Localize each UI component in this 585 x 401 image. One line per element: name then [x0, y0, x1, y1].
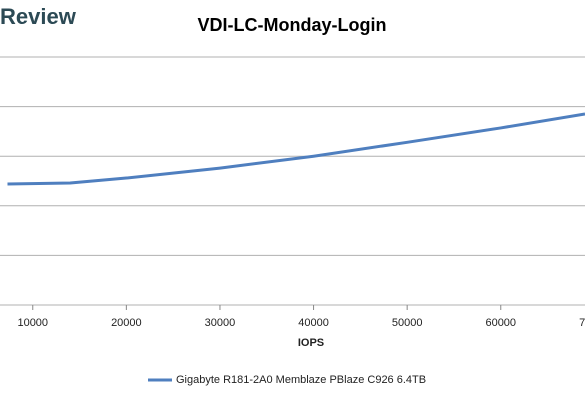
data-line	[7, 112, 585, 186]
x-tick-label: 60000	[485, 317, 516, 329]
x-tick-label: 70000	[579, 317, 585, 329]
x-axis-label: IOPS	[298, 337, 324, 349]
x-tick-label: 10000	[17, 317, 48, 329]
x-tick-label: 20000	[111, 317, 142, 329]
x-tick-label: 50000	[392, 317, 423, 329]
x-tick-label: 40000	[298, 317, 329, 329]
chart-title: VDI-LC-Monday-Login	[198, 15, 387, 35]
logo: Review	[0, 4, 77, 29]
legend-label: Gigabyte R181-2A0 Memblaze PBlaze C926 6…	[176, 374, 426, 386]
x-tick-label: 30000	[205, 317, 236, 329]
